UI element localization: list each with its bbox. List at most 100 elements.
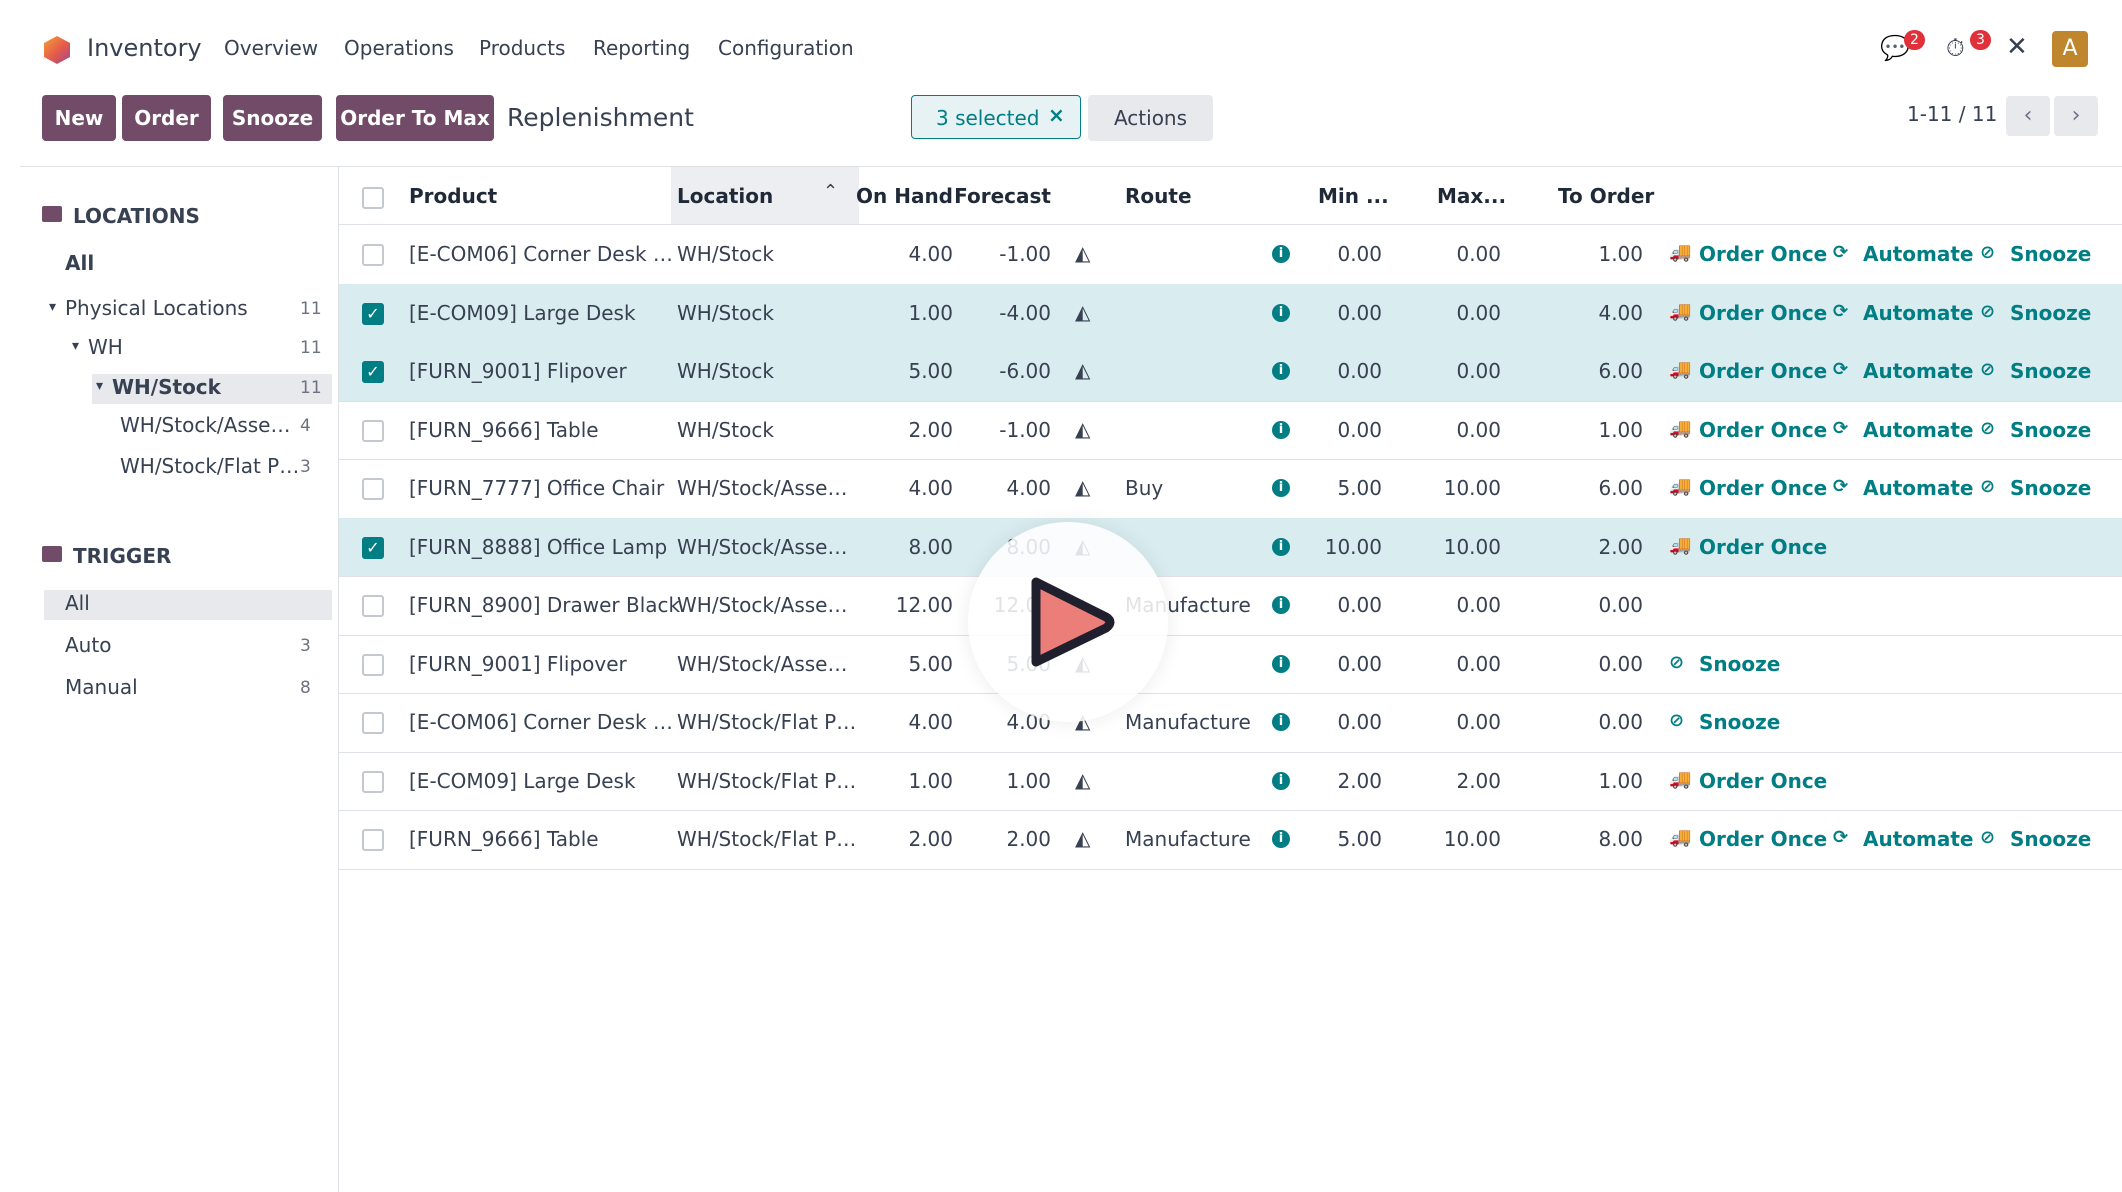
control-button[interactable]: Snooze xyxy=(223,95,322,141)
column-header[interactable]: Location xyxy=(677,184,774,208)
column-header[interactable]: Min ... xyxy=(1318,184,1389,208)
cell: 0.00 xyxy=(1456,242,1501,266)
chart-icon[interactable]: ◭ xyxy=(1075,475,1091,499)
info-icon[interactable]: i xyxy=(1272,830,1290,848)
cell: WH/Stock xyxy=(677,242,774,266)
filter-item[interactable]: Auto xyxy=(65,633,112,657)
info-icon[interactable]: i xyxy=(1272,245,1290,263)
chart-icon[interactable]: ◭ xyxy=(1075,416,1091,441)
filter-item[interactable]: Manual xyxy=(65,675,138,699)
row-action[interactable]: Order Once xyxy=(1699,359,1828,383)
info-icon[interactable]: i xyxy=(1272,537,1290,556)
row-action[interactable]: Automate xyxy=(1863,300,1974,325)
menu-item[interactable]: Configuration xyxy=(718,36,854,60)
chart-icon[interactable]: ◭ xyxy=(1075,767,1091,792)
menu-item[interactable]: Products xyxy=(479,36,566,60)
filter-count: 11 xyxy=(300,378,322,398)
row-check[interactable] xyxy=(362,244,384,266)
header-sort xyxy=(671,167,859,224)
row-action[interactable]: Automate xyxy=(1863,476,1974,500)
filter-item[interactable]: WH xyxy=(88,335,123,359)
filter-item[interactable]: WH/Stock xyxy=(112,375,221,399)
cell: 0.00 xyxy=(1456,651,1501,676)
tools-icon[interactable]: ✕ xyxy=(2006,32,2028,62)
actions-button[interactable]: Actions xyxy=(1088,95,1213,141)
row-action[interactable]: Snooze xyxy=(2010,476,2092,500)
row-action[interactable]: Order Once xyxy=(1699,768,1828,793)
pager-arrow[interactable]: › xyxy=(2054,96,2098,136)
cell: 2.00 xyxy=(1006,827,1051,851)
row-check[interactable] xyxy=(362,712,384,734)
row-action[interactable]: Automate xyxy=(1863,827,1974,851)
info-icon[interactable]: i xyxy=(1272,654,1290,673)
row-action[interactable]: Order Once xyxy=(1699,300,1828,325)
clear-selection[interactable]: × xyxy=(1048,103,1065,127)
header-check[interactable] xyxy=(362,187,384,209)
filter-item[interactable]: WH/Stock/Flat P… xyxy=(120,454,300,478)
cell: [FURN_9666] Table xyxy=(409,827,599,851)
row-action[interactable]: Automate xyxy=(1863,359,1974,383)
app-name[interactable]: Inventory xyxy=(87,34,202,62)
row-check[interactable]: ✓ xyxy=(362,302,384,325)
info-icon[interactable]: i xyxy=(1272,420,1290,439)
row-check[interactable]: ✓ xyxy=(362,361,384,383)
row-check[interactable] xyxy=(362,595,384,617)
menu-item[interactable]: Reporting xyxy=(593,36,691,60)
column-header[interactable]: On Hand xyxy=(856,184,953,208)
row-action[interactable]: Snooze xyxy=(2010,300,2092,325)
info-icon[interactable]: i xyxy=(1272,479,1290,497)
row-action[interactable]: Snooze xyxy=(1699,710,1781,734)
row-action[interactable]: Snooze xyxy=(2010,417,2092,442)
row-check[interactable] xyxy=(362,829,384,851)
menu-item[interactable]: Operations xyxy=(344,36,454,60)
row-action[interactable]: Order Once xyxy=(1699,476,1828,500)
column-header[interactable]: To Order xyxy=(1558,184,1655,208)
row-action[interactable]: Snooze xyxy=(1699,651,1781,676)
menu-item[interactable]: Overview xyxy=(224,36,319,60)
info-icon[interactable]: i xyxy=(1272,713,1290,731)
info-icon[interactable]: i xyxy=(1272,362,1290,380)
row-check[interactable] xyxy=(362,419,384,442)
column-header[interactable]: Max... xyxy=(1437,184,1507,208)
column-header[interactable]: Product xyxy=(409,184,498,208)
row-check[interactable] xyxy=(362,770,384,793)
info-icon[interactable]: i xyxy=(1272,303,1290,322)
pager-arrow[interactable]: ‹ xyxy=(2006,96,2050,136)
row-action[interactable]: Order Once xyxy=(1699,417,1828,442)
info-icon[interactable]: i xyxy=(1272,596,1290,614)
info-icon[interactable]: i xyxy=(1272,771,1290,790)
row-action[interactable]: Snooze xyxy=(2010,359,2092,383)
cell: -1.00 xyxy=(999,242,1051,266)
play-overlay[interactable] xyxy=(968,522,1168,722)
chart-icon[interactable]: ◭ xyxy=(1075,241,1091,265)
action-icon: ⊘ xyxy=(1980,417,1996,439)
cell: 10.00 xyxy=(1443,476,1501,500)
chart-icon[interactable]: ◭ xyxy=(1075,826,1091,850)
row-action[interactable]: Order Once xyxy=(1699,242,1828,266)
row-action[interactable]: Order Once xyxy=(1699,534,1828,559)
row-check[interactable]: ✓ xyxy=(362,536,384,559)
chart-icon[interactable]: ◭ xyxy=(1075,299,1091,324)
selection-badge[interactable]: 3 selected xyxy=(911,95,1081,139)
filter-item[interactable]: Physical Locations xyxy=(65,296,248,320)
control-button[interactable]: New xyxy=(42,95,116,141)
control-button[interactable]: Order To Max xyxy=(336,95,494,141)
row-action[interactable]: Automate xyxy=(1863,242,1974,266)
cell: [FURN_9001] Flipover xyxy=(409,651,627,676)
column-header[interactable]: Route xyxy=(1125,184,1192,208)
row-check[interactable] xyxy=(362,653,384,676)
row-action[interactable]: Snooze xyxy=(2010,242,2092,266)
chart-icon[interactable]: ◭ xyxy=(1075,358,1091,382)
row-check[interactable] xyxy=(362,478,384,500)
avatar[interactable]: A xyxy=(2052,31,2088,67)
filter-item[interactable]: All xyxy=(65,591,90,615)
filter-item[interactable]: All xyxy=(65,251,95,275)
row-action[interactable]: Automate xyxy=(1863,417,1974,442)
filter-item[interactable]: WH/Stock/Asse… xyxy=(120,413,291,437)
control-button[interactable]: Order xyxy=(122,95,211,141)
badge: 3 xyxy=(1970,30,1991,50)
row-action[interactable]: Order Once xyxy=(1699,827,1828,851)
systray-icon[interactable]: ⏱ xyxy=(1946,34,1965,62)
row-action[interactable]: Snooze xyxy=(2010,827,2092,851)
column-header[interactable]: Forecast xyxy=(954,184,1051,208)
